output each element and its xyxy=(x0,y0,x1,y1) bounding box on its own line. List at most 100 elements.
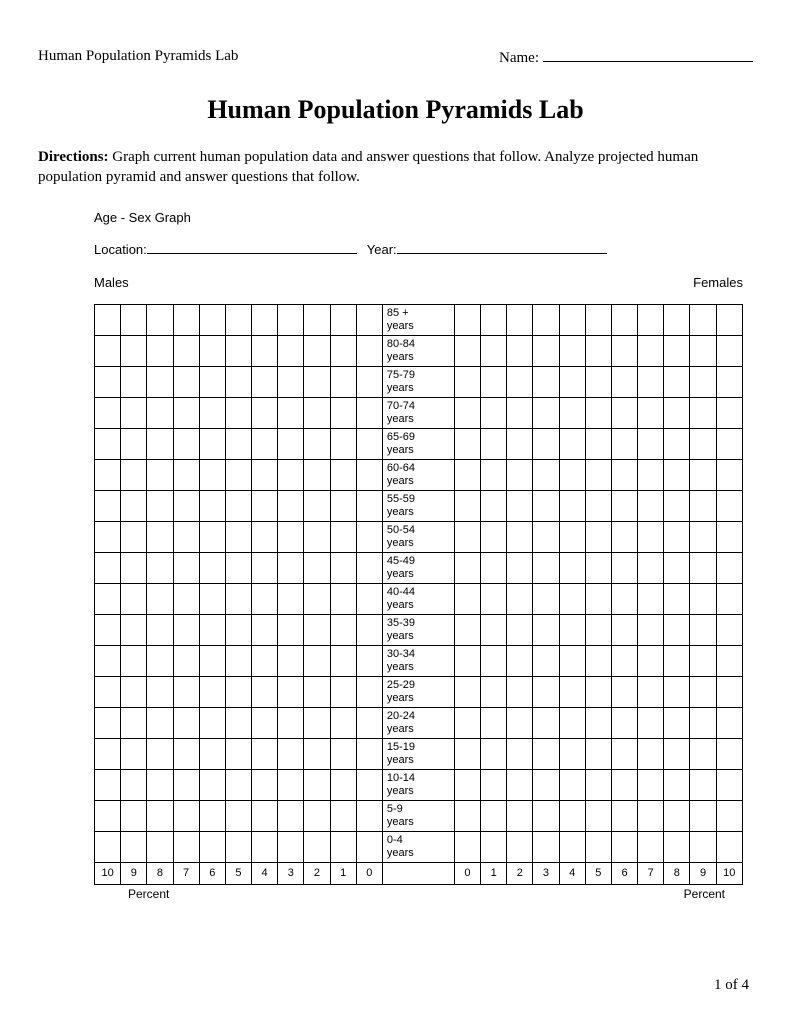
grid-cell xyxy=(716,335,742,366)
grid-cell xyxy=(121,738,147,769)
grid-cell xyxy=(173,304,199,335)
grid-cell xyxy=(147,366,173,397)
grid-cell xyxy=(585,335,611,366)
grid-cell xyxy=(638,304,664,335)
grid-cell xyxy=(252,769,278,800)
grid-cell xyxy=(330,676,356,707)
grid-cell xyxy=(147,645,173,676)
grid-cell xyxy=(356,521,382,552)
grid-cell xyxy=(95,738,121,769)
grid-cell xyxy=(507,707,533,738)
grid-cell xyxy=(559,707,585,738)
grid-cell xyxy=(611,676,637,707)
grid-cell xyxy=(356,707,382,738)
grid-cell xyxy=(454,459,480,490)
grid-cell xyxy=(304,335,330,366)
grid-cell xyxy=(356,831,382,862)
grid-cell xyxy=(611,552,637,583)
age-group-label: 45-49years xyxy=(382,552,454,583)
grid-cell xyxy=(690,676,716,707)
grid-cell xyxy=(454,645,480,676)
grid-cell xyxy=(664,397,690,428)
grid-cell xyxy=(481,738,507,769)
grid-cell xyxy=(147,831,173,862)
grid-cell xyxy=(507,583,533,614)
grid-cell xyxy=(454,521,480,552)
grid-cell xyxy=(173,800,199,831)
grid-cell xyxy=(147,552,173,583)
year-blank[interactable] xyxy=(397,241,607,254)
grid-cell xyxy=(252,800,278,831)
grid-cell xyxy=(638,428,664,459)
grid-cell xyxy=(252,614,278,645)
grid-cell xyxy=(716,614,742,645)
grid-cell xyxy=(225,769,251,800)
grid-cell xyxy=(716,459,742,490)
grid-cell xyxy=(278,738,304,769)
grid-cell xyxy=(330,397,356,428)
grid-cell xyxy=(173,428,199,459)
grid-cell xyxy=(304,800,330,831)
axis-tick: 5 xyxy=(585,862,611,884)
grid-cell xyxy=(533,521,559,552)
grid-cell xyxy=(121,490,147,521)
grid-cell xyxy=(481,304,507,335)
grid-cell xyxy=(690,428,716,459)
name-blank[interactable] xyxy=(543,48,753,62)
grid-cell xyxy=(690,614,716,645)
grid-cell xyxy=(173,738,199,769)
grid-cell xyxy=(147,459,173,490)
grid-cell xyxy=(559,459,585,490)
grid-cell xyxy=(147,304,173,335)
grid-cell xyxy=(585,738,611,769)
grid-cell xyxy=(356,769,382,800)
grid-cell xyxy=(173,521,199,552)
grid-cell xyxy=(454,397,480,428)
age-group-label: 30-34years xyxy=(382,645,454,676)
grid-cell xyxy=(252,583,278,614)
grid-cell xyxy=(199,831,225,862)
grid-cell xyxy=(507,738,533,769)
axis-tick: 0 xyxy=(454,862,480,884)
grid-cell xyxy=(638,707,664,738)
grid-cell xyxy=(199,769,225,800)
grid-cell xyxy=(690,552,716,583)
grid-cell xyxy=(278,366,304,397)
grid-cell xyxy=(638,490,664,521)
grid-cell xyxy=(716,583,742,614)
grid-cell xyxy=(716,831,742,862)
grid-cell xyxy=(585,645,611,676)
grid-cell xyxy=(454,366,480,397)
grid-cell xyxy=(199,614,225,645)
grid-cell xyxy=(199,676,225,707)
grid-cell xyxy=(121,397,147,428)
grid-cell xyxy=(199,521,225,552)
grid-cell xyxy=(559,676,585,707)
grid-cell xyxy=(481,583,507,614)
grid-cell xyxy=(330,552,356,583)
page-number: 1 of 4 xyxy=(714,977,749,994)
grid-cell xyxy=(585,707,611,738)
location-blank[interactable] xyxy=(147,241,357,254)
grid-cell xyxy=(95,707,121,738)
grid-cell xyxy=(611,490,637,521)
grid-cell xyxy=(199,552,225,583)
grid-cell xyxy=(507,335,533,366)
grid-cell xyxy=(664,738,690,769)
grid-cell xyxy=(611,304,637,335)
axis-tick: 9 xyxy=(690,862,716,884)
axis-tick: 10 xyxy=(95,862,121,884)
grid-cell xyxy=(638,769,664,800)
grid-cell xyxy=(173,831,199,862)
grid-cell xyxy=(638,645,664,676)
grid-cell xyxy=(690,738,716,769)
age-group-label: 0-4years xyxy=(382,831,454,862)
grid-cell xyxy=(507,304,533,335)
grid-cell xyxy=(252,335,278,366)
grid-cell xyxy=(481,366,507,397)
grid-cell xyxy=(304,831,330,862)
axis-tick: 0 xyxy=(356,862,382,884)
grid-cell xyxy=(252,459,278,490)
grid-cell xyxy=(664,366,690,397)
grid-cell xyxy=(638,738,664,769)
